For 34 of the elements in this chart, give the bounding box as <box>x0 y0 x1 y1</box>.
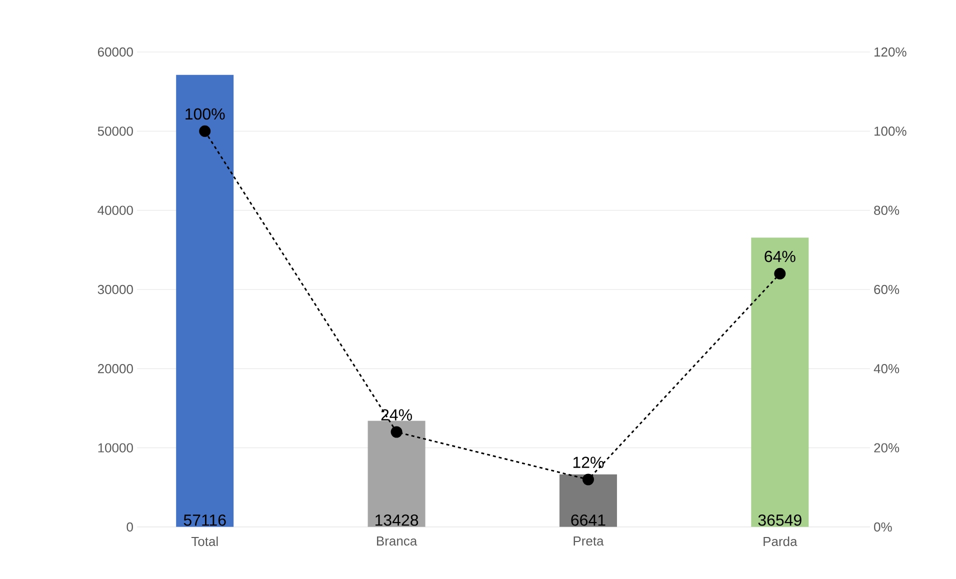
y-tick-label: 50000 <box>98 126 133 136</box>
y-tick-label: 30000 <box>98 284 133 294</box>
data-label: 64% <box>764 250 796 262</box>
point <box>199 125 211 137</box>
y2-tick-label: 80% <box>874 206 900 215</box>
data-label: 6641 <box>571 514 606 526</box>
data-label: 57116 <box>184 514 226 526</box>
y2-tick-label: 120% <box>874 47 906 57</box>
y2-tick-label: 20% <box>874 443 900 452</box>
x-tick-label: Branca <box>377 536 418 546</box>
y2-tick-label: 40% <box>874 364 900 374</box>
data-label: 36549 <box>758 514 802 526</box>
x-tick-label: Total <box>191 536 218 546</box>
point <box>582 474 594 486</box>
y2-tick-label: 100% <box>874 126 906 136</box>
point <box>390 426 402 438</box>
y-tick-label: 10000 <box>98 443 133 452</box>
bar <box>751 238 809 527</box>
y-tick-label: 40000 <box>98 206 133 215</box>
bar <box>176 74 234 527</box>
bar <box>559 474 617 527</box>
y2-tick-label: 0% <box>874 522 892 532</box>
y-tick-label: 60000 <box>98 47 133 57</box>
data-label: 24% <box>381 409 412 420</box>
y2-tick-label: 60% <box>874 284 900 294</box>
data-label: 13428 <box>376 514 418 526</box>
data-label: 12% <box>573 456 604 468</box>
x-tick-label: Parda <box>764 536 798 546</box>
x-tick-label: Preta <box>574 536 604 546</box>
data-label: 100% <box>186 108 225 120</box>
y-tick-label: 0 <box>126 522 133 532</box>
point <box>774 268 786 280</box>
bar <box>368 420 426 527</box>
y-tick-label: 20000 <box>98 364 133 374</box>
